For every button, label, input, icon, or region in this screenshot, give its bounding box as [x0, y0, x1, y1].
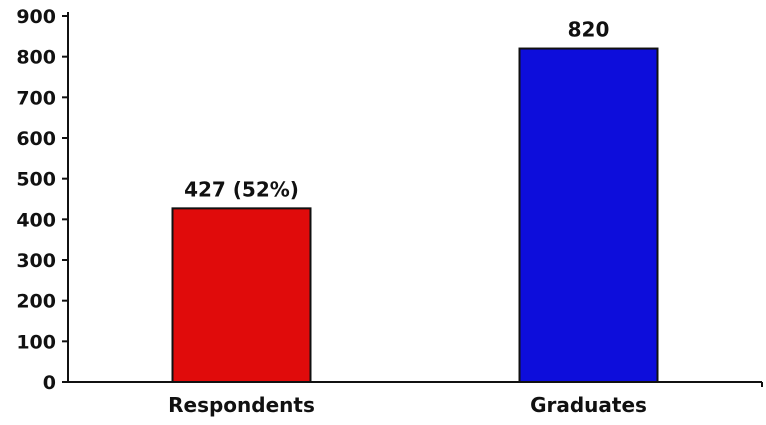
bars: [171, 47, 659, 384]
y-axis: 0 100 200 300 400 500 600 700 800 900: [16, 6, 69, 394]
y-tick-label: 800: [16, 47, 56, 69]
y-tick-label: 400: [16, 209, 56, 231]
y-tick-label: 500: [16, 169, 56, 191]
y-tick-label: 900: [16, 6, 56, 28]
y-tick-label: 100: [16, 331, 56, 353]
category-label-graduates: Graduates: [530, 393, 647, 417]
category-labels: Respondents Graduates: [168, 393, 647, 417]
y-tick-label: 200: [16, 291, 56, 313]
y-tick-label: 300: [16, 250, 56, 272]
y-tick-label: 700: [16, 87, 56, 109]
category-label-respondents: Respondents: [168, 393, 315, 417]
bar-graduates: [518, 47, 659, 384]
bar-labels: 427 (52%) 820: [184, 18, 609, 202]
y-tick-label: 0: [43, 372, 56, 394]
bar-respondents: [171, 207, 312, 383]
data-label-graduates: 820: [568, 18, 610, 42]
y-tick-label: 600: [16, 128, 56, 150]
data-label-respondents: 427 (52%): [184, 177, 299, 201]
